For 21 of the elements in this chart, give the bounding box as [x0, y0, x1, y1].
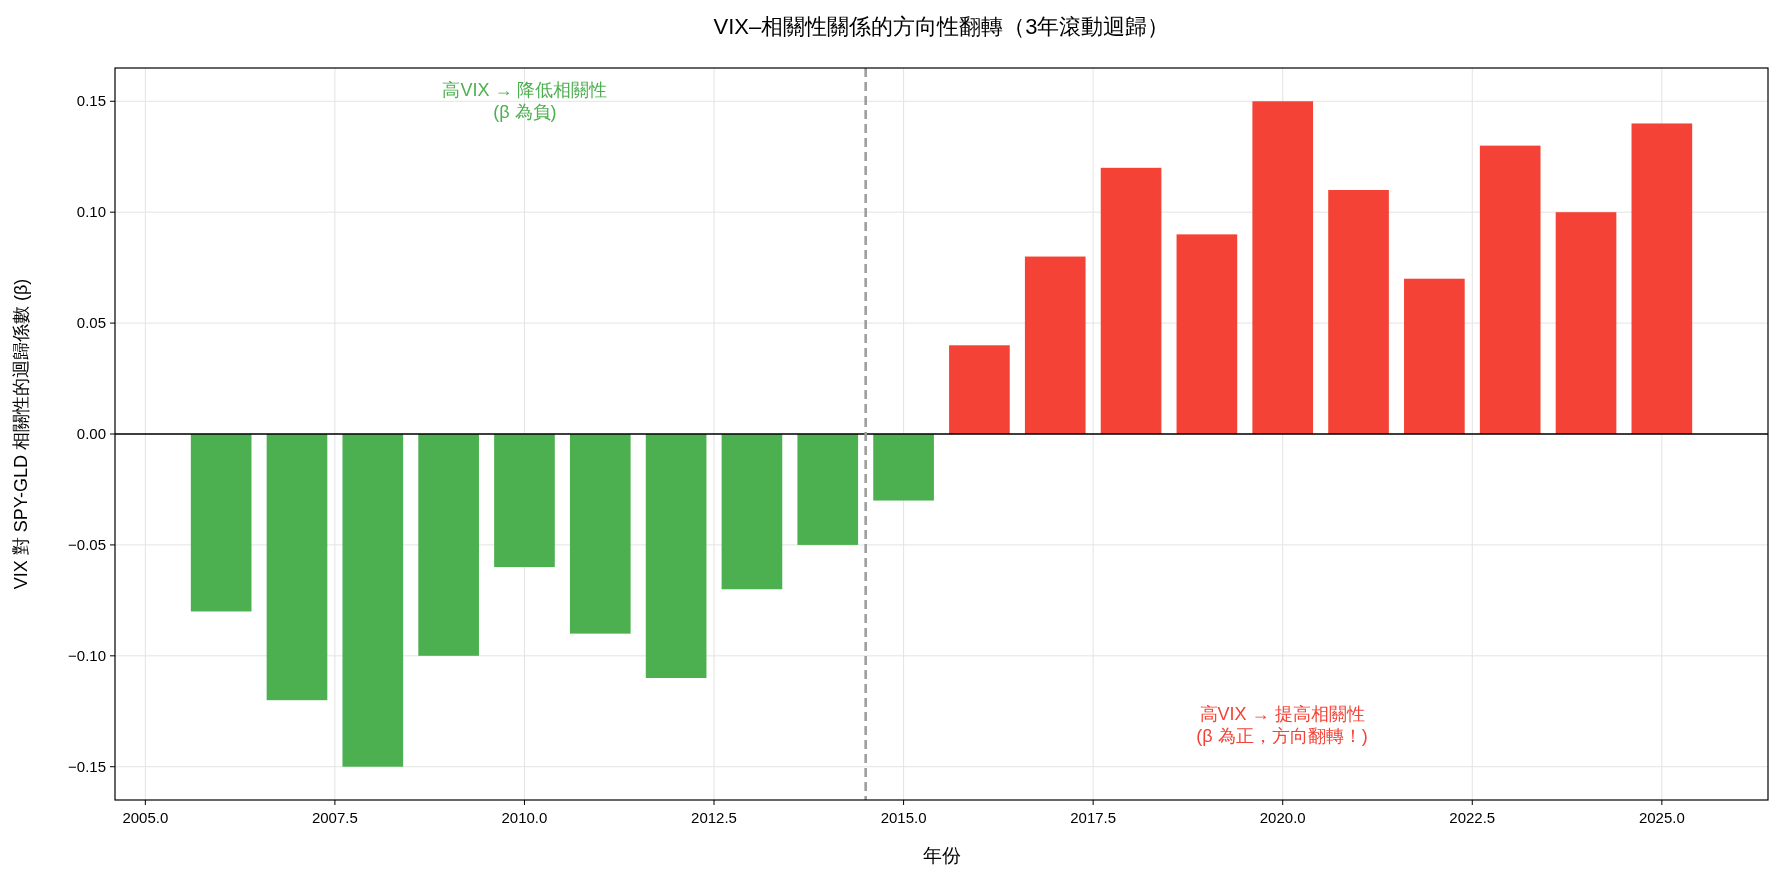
y-tick-label: −0.10: [68, 646, 106, 664]
x-tick-label: 2020.0: [1259, 809, 1306, 826]
x-tick-label: 2005.0: [122, 809, 169, 826]
x-tick-label: 2010.0: [501, 809, 548, 826]
x-tick-label: 2025.0: [1638, 809, 1685, 826]
annotation: 高VIX → 提高相關性 (β 為正，方向翻轉！): [1196, 704, 1368, 746]
x-tick-label: 2015.0: [880, 809, 927, 826]
y-tick-label: 0.05: [76, 314, 106, 332]
x-tick-label: 2022.5: [1449, 809, 1496, 826]
y-tick-label: −0.05: [68, 535, 106, 553]
x-tick-label: 2007.5: [311, 809, 358, 826]
y-tick-label: 0.15: [76, 92, 106, 110]
annotation: 高VIX → 降低相關性 (β 為負): [442, 80, 608, 122]
chart-title: VIX–相關性關係的方向性翻轉（3年滾動迴歸）: [713, 14, 1170, 39]
x-axis-title: 年份: [922, 845, 961, 866]
y-tick-label: 0.10: [76, 203, 106, 221]
x-tick-label: 2012.5: [691, 809, 737, 826]
x-tick-label: 2017.5: [1070, 809, 1117, 826]
y-tick-label: 0.00: [76, 425, 106, 442]
y-tick-label: −0.15: [68, 757, 106, 775]
y-axis-title: VIX 對 SPY-GLD 相關性的迴歸係數 (β): [11, 278, 31, 590]
